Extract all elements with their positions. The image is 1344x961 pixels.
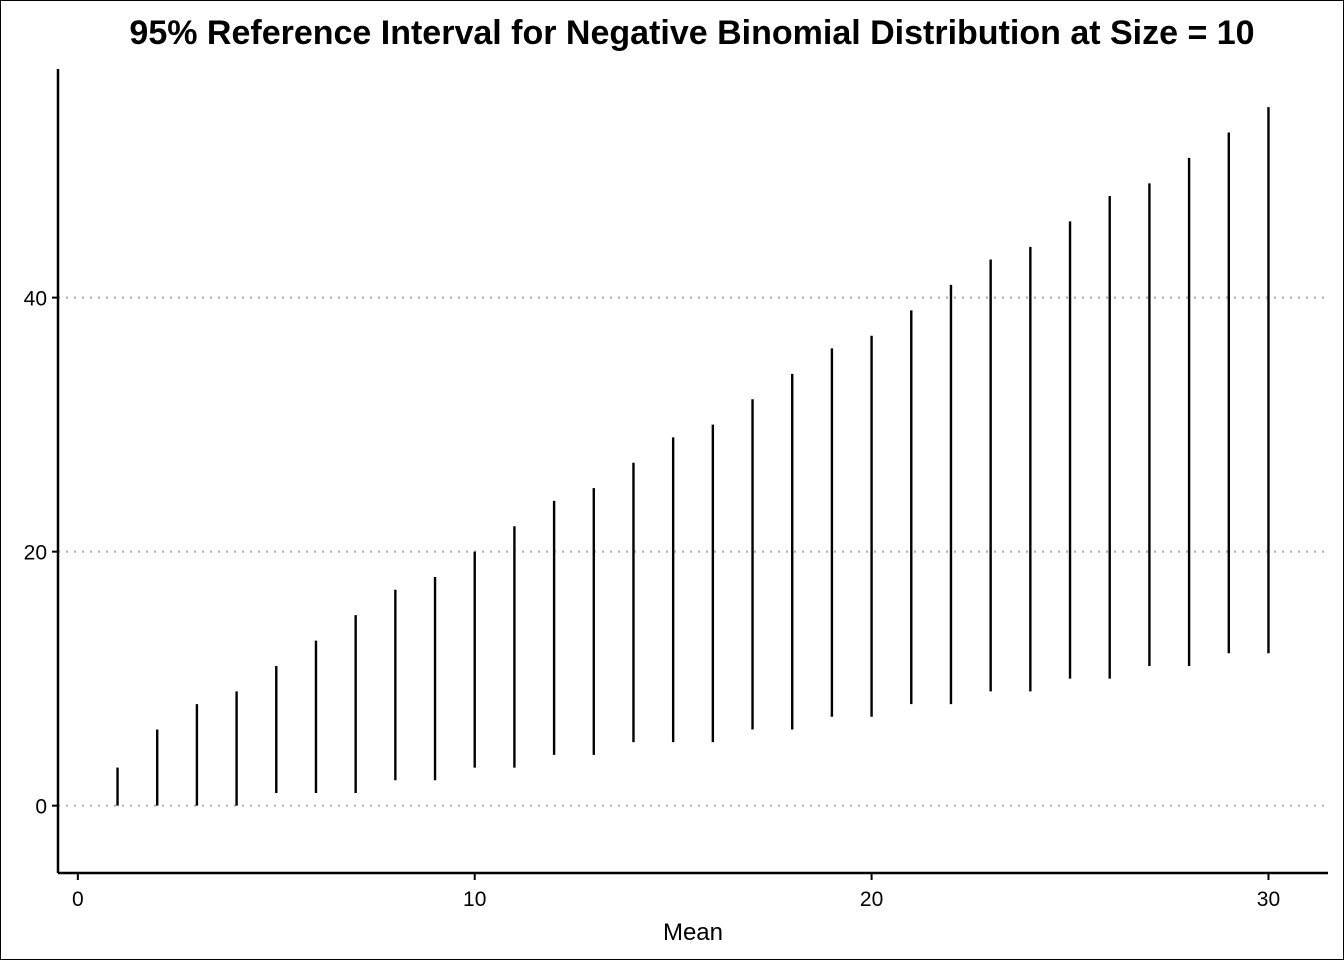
x-tick-label-10: 10 [463,888,486,911]
grid-lines [58,296,1328,807]
x-tick-label-0: 0 [72,888,84,911]
x-tick-label-30: 30 [1257,888,1280,911]
y-tick-label-0: 0 [35,796,47,819]
x-axis-title: Mean [663,919,723,946]
x-tick-label-20: 20 [860,888,883,911]
y-tick-label-40: 40 [24,288,47,311]
chart-title: 95% Reference Interval for Negative Bino… [129,14,1254,52]
y-tick-label-20: 20 [24,542,47,565]
y-axis-ticks: 0 20 40 [24,288,58,819]
x-axis-ticks: 0 10 20 30 [72,873,1280,911]
interval-segments [116,107,1270,806]
